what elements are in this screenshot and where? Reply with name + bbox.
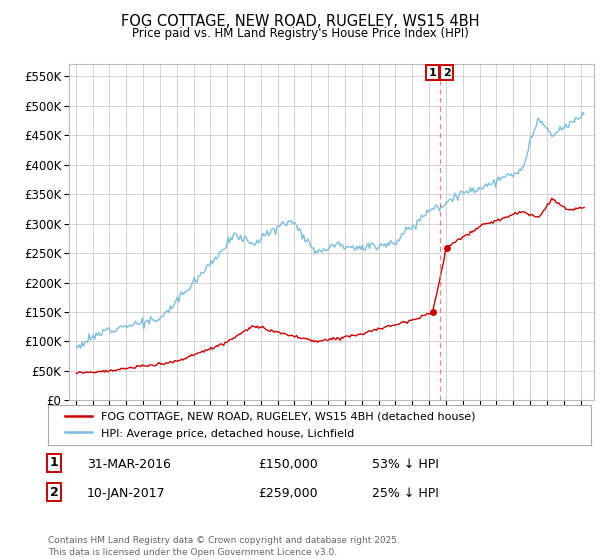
Text: 2: 2 [50, 486, 58, 498]
Text: 53% ↓ HPI: 53% ↓ HPI [372, 458, 439, 470]
Text: £259,000: £259,000 [258, 487, 317, 500]
Text: Contains HM Land Registry data © Crown copyright and database right 2025.
This d: Contains HM Land Registry data © Crown c… [48, 536, 400, 557]
Text: FOG COTTAGE, NEW ROAD, RUGELEY, WS15 4BH: FOG COTTAGE, NEW ROAD, RUGELEY, WS15 4BH [121, 14, 479, 29]
Text: 1: 1 [50, 456, 58, 469]
Text: 31-MAR-2016: 31-MAR-2016 [87, 458, 171, 470]
Text: 2: 2 [443, 68, 451, 78]
Text: 25% ↓ HPI: 25% ↓ HPI [372, 487, 439, 500]
Legend: FOG COTTAGE, NEW ROAD, RUGELEY, WS15 4BH (detached house), HPI: Average price, d: FOG COTTAGE, NEW ROAD, RUGELEY, WS15 4BH… [59, 405, 481, 445]
Text: Price paid vs. HM Land Registry's House Price Index (HPI): Price paid vs. HM Land Registry's House … [131, 27, 469, 40]
Text: 10-JAN-2017: 10-JAN-2017 [87, 487, 166, 500]
Text: £150,000: £150,000 [258, 458, 318, 470]
Text: 1: 1 [429, 68, 436, 78]
